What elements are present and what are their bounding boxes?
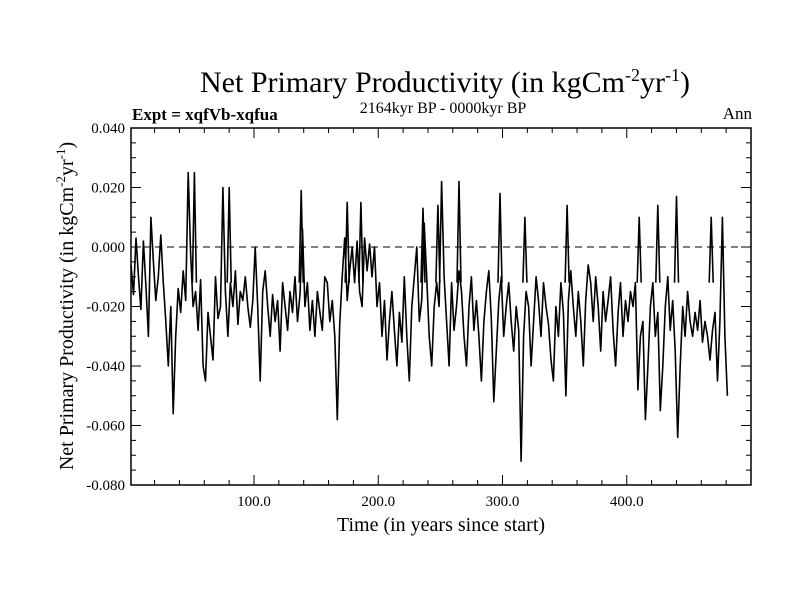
chart-title: Net Primary Productivity (in kgCm-2yr-1) <box>200 65 690 99</box>
x-tick-label: 200.0 <box>361 494 395 510</box>
y-tick-label: 0.040 <box>91 121 125 137</box>
series-spike <box>358 201 364 283</box>
series-spike <box>344 201 350 283</box>
series-spike <box>522 216 528 283</box>
series-spike <box>435 204 441 283</box>
y-tick-label: 0.020 <box>91 181 125 197</box>
y-tick-label: -0.020 <box>86 300 125 316</box>
x-tick-label: 300.0 <box>486 494 520 510</box>
series-spike <box>708 216 714 283</box>
series-spike <box>564 204 570 283</box>
y-tick-label: -0.040 <box>86 359 125 375</box>
series-spike <box>655 204 661 283</box>
y-axis-label: Net Primary Productivity (in kgCm-2yr-1) <box>53 142 78 470</box>
npp-series-line <box>130 171 729 462</box>
series-spike <box>191 171 198 283</box>
y-axis: 0.040 0.020 0.000 -0.020 -0.040 -0.060 -0.080 <box>86 121 751 494</box>
series-spike <box>497 192 503 283</box>
x-tick-label: 400.0 <box>610 494 644 510</box>
series-spike <box>636 216 642 283</box>
y-tick-label: -0.080 <box>86 478 125 494</box>
x-axis: 100.0 200.0 300.0 400.0 <box>154 128 727 510</box>
series-spike <box>456 180 462 283</box>
experiment-label: Expt = xqfVb-xqfua <box>132 105 278 124</box>
series-spike <box>420 207 426 283</box>
season-label: Ann <box>723 104 753 123</box>
series-spike <box>226 186 232 283</box>
series-spike <box>298 189 304 283</box>
x-tick-label: 100.0 <box>237 494 271 510</box>
time-range-label: 2164kyr BP - 0000kyr BP <box>360 100 527 117</box>
series-spikes <box>191 171 714 283</box>
x-axis-label: Time (in years since start) <box>337 514 545 536</box>
y-tick-label: -0.060 <box>86 419 125 435</box>
series-spike <box>673 195 680 283</box>
y-tick-label: 0.000 <box>91 240 125 256</box>
